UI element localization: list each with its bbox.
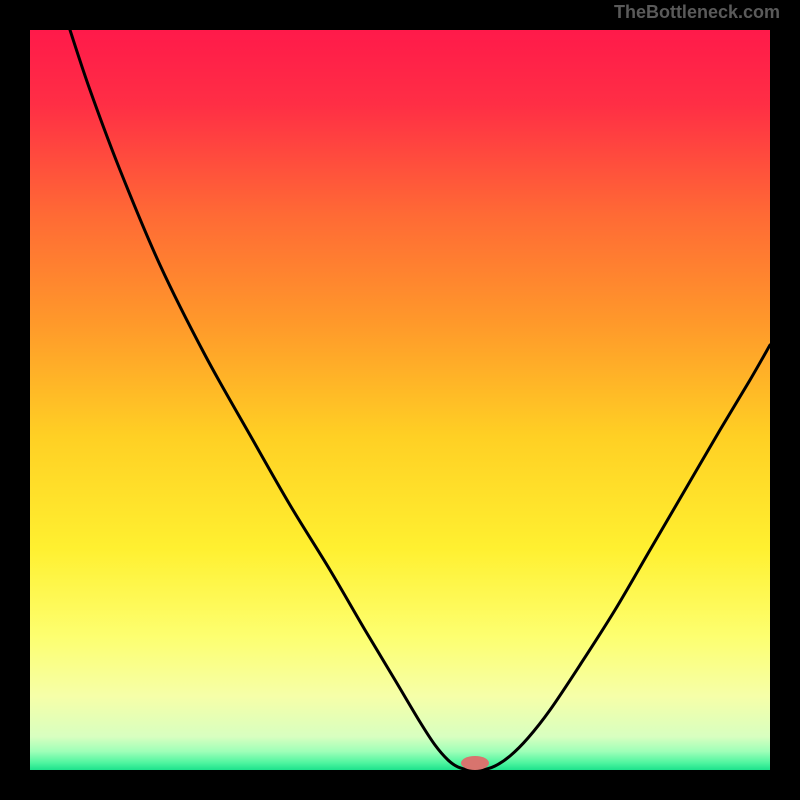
chart-background [30, 30, 770, 770]
bottleneck-chart [30, 30, 770, 770]
optimum-marker [461, 756, 489, 770]
chart-svg [30, 30, 770, 770]
attribution-text: TheBottleneck.com [614, 2, 780, 23]
